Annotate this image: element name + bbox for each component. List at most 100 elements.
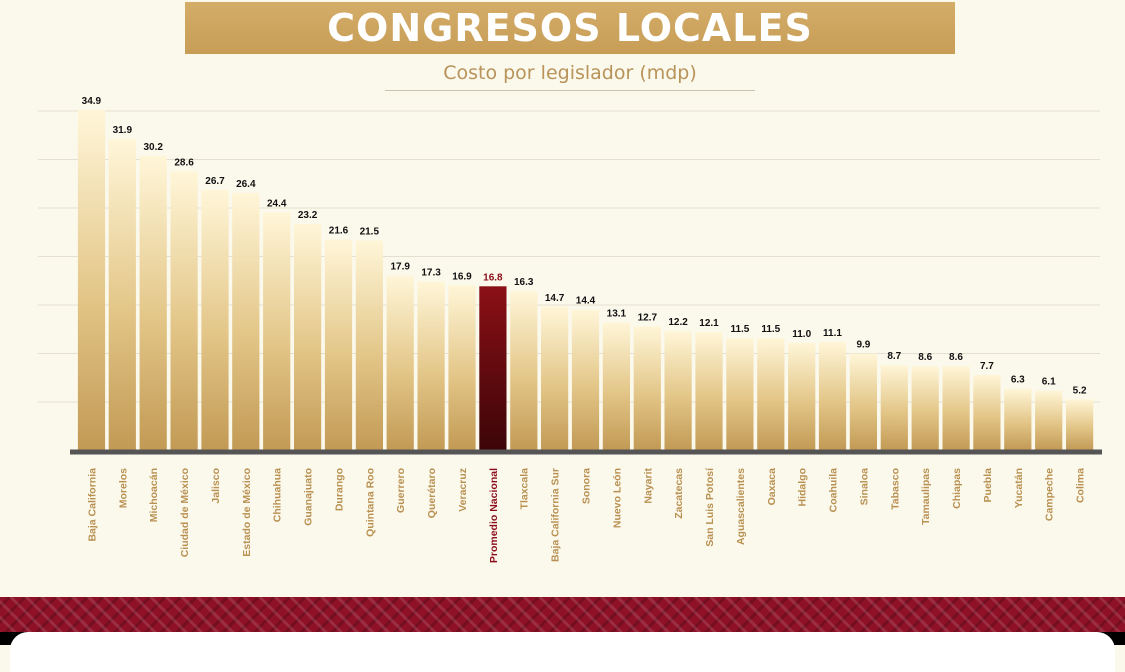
subtitle-divider [385, 90, 755, 91]
bar [448, 285, 476, 450]
category-tick-label: Morelos [117, 468, 129, 508]
category-tick-label: Baja California Sur [550, 468, 562, 562]
category-tick-label: Puebla [982, 468, 994, 503]
bar-value-label: 6.3 [1011, 375, 1025, 386]
bottom-panel [10, 632, 1115, 672]
bar [386, 275, 414, 450]
bar [263, 212, 291, 450]
category-tick-label: San Luis Potosí [704, 467, 716, 547]
bar-value-label: 11.5 [761, 324, 780, 335]
category-tick-label: Guanajuato [303, 468, 315, 526]
category-tick-label: Ciudad de México [179, 468, 191, 557]
bar [355, 240, 383, 450]
bar-value-label: 14.7 [545, 293, 565, 304]
category-tick-label: Chihuahua [272, 468, 284, 522]
bar-value-label: 21.5 [360, 227, 380, 238]
category-tick-label: Durango [334, 468, 346, 511]
decorative-footer-band [0, 597, 1125, 635]
category-tick-label: Michoacán [148, 468, 160, 522]
bar-value-label: 12.1 [699, 318, 719, 329]
bar [232, 192, 260, 451]
bar [479, 286, 507, 450]
bar [510, 291, 538, 450]
category-tick-label: Yucatán [1013, 468, 1025, 508]
bar-value-label: 5.2 [1073, 385, 1087, 396]
bar [942, 366, 970, 450]
category-labels: Baja California Morelos Michoacán Ciudad de… [86, 467, 1086, 563]
bar [849, 353, 877, 450]
category-tick-label: Tabasco [889, 468, 901, 510]
bar [633, 326, 661, 450]
title-banner: CONGRESOS LOCALES [185, 2, 955, 54]
bar-value-label: 12.7 [638, 312, 658, 323]
bar [108, 139, 136, 450]
bar [170, 171, 198, 450]
bar [818, 341, 847, 450]
category-tick-label: Veracruz [457, 468, 469, 512]
bar-value-label: 21.6 [329, 226, 349, 237]
bar [726, 338, 754, 450]
bar-value-label: 31.9 [113, 125, 133, 136]
category-tick-label: Oaxaca [766, 468, 778, 506]
bar [417, 281, 445, 450]
bar-value-label: 8.6 [918, 352, 932, 363]
bar-value-label: 24.4 [267, 198, 287, 209]
bar-value-label: 17.9 [390, 262, 410, 273]
bar-value-label: 11.0 [792, 329, 811, 340]
category-tick-label: Baja California [86, 468, 98, 542]
bar-chart: 34.9 31.9 30.2 28.6 26.7 26.4 24.4 23.2 21.6 21.5… [38, 96, 1102, 563]
bar-value-label: 26.4 [236, 179, 256, 190]
category-tick-label: Promedio Nacional [488, 468, 500, 563]
category-tick-label: Guerrero [395, 468, 407, 513]
bar-value-label: 11.5 [730, 324, 749, 335]
bar-value-label: 16.3 [514, 277, 534, 288]
bar [77, 110, 106, 450]
chart-subtitle: Costo por legislador (mdp) [443, 62, 697, 84]
bar-value-label: 26.7 [205, 176, 225, 187]
bar [541, 306, 569, 450]
bar-value-label: 8.6 [949, 352, 963, 363]
category-tick-label: Campeche [1044, 468, 1056, 521]
bar [973, 375, 1001, 450]
category-tick-label: Colima [1075, 468, 1087, 503]
bar-value-label: 6.1 [1042, 377, 1056, 388]
bar-value-label: 16.9 [452, 271, 472, 282]
bar-value-label: 30.2 [143, 142, 163, 153]
bar [571, 309, 600, 450]
bar [788, 342, 816, 450]
bar [664, 331, 692, 450]
category-tick-label: Sonora [581, 468, 593, 504]
category-tick-label: Coahuila [828, 468, 840, 512]
category-tick-label: Nayarit [642, 468, 654, 504]
bar [880, 365, 908, 450]
category-tick-label: Zacatecas [673, 468, 685, 519]
bar-value-label: 12.2 [668, 317, 688, 328]
bar-value-label: 11.1 [823, 328, 842, 339]
category-tick-label: Querétaro [426, 468, 438, 518]
bar-value-label: 16.8 [483, 272, 503, 283]
bar-value-label: 17.3 [421, 268, 441, 279]
bar [1066, 399, 1094, 450]
bars [77, 110, 1094, 451]
bar [139, 155, 167, 451]
bar-value-label: 34.9 [82, 96, 102, 107]
bar [757, 338, 785, 450]
bar-value-label: 23.2 [298, 210, 318, 221]
bar [324, 239, 353, 450]
bar [1004, 388, 1032, 450]
bar-value-label: 9.9 [856, 340, 870, 351]
bar [911, 366, 939, 450]
category-tick-label: Sinaloa [858, 468, 870, 506]
category-tick-label: Nuevo León [611, 468, 623, 528]
bar-value-label: 8.7 [887, 351, 901, 362]
category-tick-label: Aguascalientes [735, 468, 747, 545]
category-tick-label: Jalisco [210, 468, 222, 504]
bar [1035, 390, 1063, 450]
category-tick-label: Tlaxcala [519, 468, 531, 510]
bar [201, 189, 229, 450]
bar [294, 224, 322, 450]
chart-title: CONGRESOS LOCALES [327, 6, 813, 50]
bar [695, 332, 723, 450]
bar [602, 322, 630, 450]
category-tick-label: Chiapas [951, 468, 963, 509]
